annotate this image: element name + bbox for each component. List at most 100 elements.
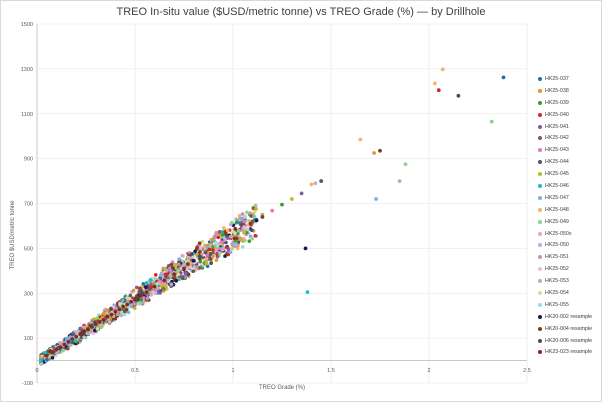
data-point [71,332,76,336]
data-point [132,306,137,311]
legend-item: HK20-002 resample [538,311,600,323]
data-point [82,335,86,339]
legend-label: HK23-023 resample [545,349,593,356]
data-point [153,287,157,292]
data-point [180,276,185,281]
legend-item: HK25-045 [538,168,600,180]
data-point [280,202,284,207]
data-point [225,228,230,233]
legend-item: HK25-055 [538,299,600,311]
data-point [214,258,219,262]
data-point [125,302,130,307]
data-point [436,88,441,93]
legend-label: HK25-050x [545,230,572,237]
data-point [207,247,212,252]
data-point [440,67,445,72]
legend-label: HK20-006 resample [545,337,593,344]
legend-item: HK20-004 resample [538,323,600,335]
data-point [246,227,250,232]
data-point [198,259,203,264]
data-point [58,340,62,345]
legend-marker [538,314,542,319]
data-point [167,264,171,268]
data-point [115,312,120,317]
legend-label: HK25-043 [545,147,569,154]
x-tick-label: 0.5 [131,368,139,374]
data-point [109,307,113,311]
data-point [129,304,134,309]
data-point [164,268,169,273]
legend-item: HK25-039 [538,97,600,109]
data-point [125,296,130,300]
data-point [242,225,247,230]
chart-legend: HK25-037 HK25-038 HK25-039 HK25-040 HK25-041… [538,73,600,358]
data-point [216,235,221,240]
chart-title: TREO In-situ value ($USD/metric tonne) v… [116,6,486,18]
legend-marker [538,231,542,236]
y-tick-label: 700 [24,202,33,208]
data-point [233,226,238,231]
data-point [107,320,112,324]
legend-marker [538,124,542,129]
data-point [163,272,168,277]
y-tick-label: 500 [24,246,33,252]
data-point [129,299,133,304]
data-point [397,179,402,183]
data-point [239,238,244,243]
data-point [249,214,253,218]
data-point [226,252,231,257]
data-point [82,329,86,334]
data-point [223,237,228,242]
data-point [145,296,150,300]
legend-item: HK25-040 [538,109,600,121]
data-point [248,221,253,226]
legend-marker [538,136,542,141]
data-point [214,248,219,252]
data-point [195,265,199,269]
data-point [250,228,254,232]
legend-label: HK25-045 [545,171,569,178]
data-point [122,312,127,317]
data-point [174,262,179,267]
data-point [254,207,258,211]
data-point [191,269,195,274]
data-points [39,67,506,366]
data-point [305,290,310,295]
data-point [254,218,259,223]
data-point [176,272,181,277]
data-point [252,214,257,219]
data-point [372,151,377,155]
axes [36,24,527,383]
legend-label: HK25-050 [545,242,569,249]
data-point [223,254,227,258]
legend-label: HK25-051 [545,254,569,261]
legend-marker [538,76,542,81]
data-point [134,285,139,290]
data-point [177,257,181,261]
legend-item: HK25-037 [538,73,600,85]
legend-marker [538,338,542,343]
data-point [236,228,241,233]
data-point [240,212,245,216]
data-point [159,288,163,293]
data-point [43,350,48,355]
data-point [209,242,213,247]
data-point [50,355,55,360]
data-point [61,348,65,353]
data-point [240,245,245,249]
data-point [169,282,174,287]
data-point [245,210,249,215]
data-point [220,229,225,234]
legend-label: HK25-054 [545,289,569,296]
legend-label: HK20-004 resample [545,325,593,332]
data-point [234,220,239,225]
data-point [164,284,168,289]
data-point [86,327,90,332]
data-point [233,231,237,236]
data-point [149,293,154,297]
data-point [197,241,202,246]
data-point [309,182,314,187]
data-point [151,290,156,295]
data-point [203,250,208,255]
